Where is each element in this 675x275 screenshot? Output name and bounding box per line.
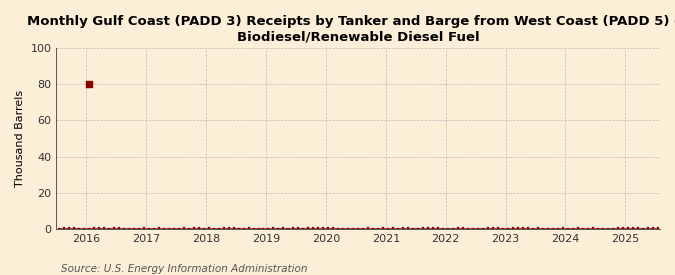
- Y-axis label: Thousand Barrels: Thousand Barrels: [15, 90, 25, 187]
- Point: [83, 82, 94, 87]
- Text: Source: U.S. Energy Information Administration: Source: U.S. Energy Information Administ…: [61, 264, 307, 274]
- Title: Monthly Gulf Coast (PADD 3) Receipts by Tanker and Barge from West Coast (PADD 5: Monthly Gulf Coast (PADD 3) Receipts by …: [27, 15, 675, 43]
